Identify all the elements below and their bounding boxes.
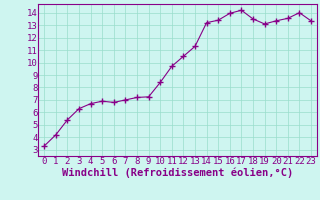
X-axis label: Windchill (Refroidissement éolien,°C): Windchill (Refroidissement éolien,°C) bbox=[62, 167, 293, 178]
